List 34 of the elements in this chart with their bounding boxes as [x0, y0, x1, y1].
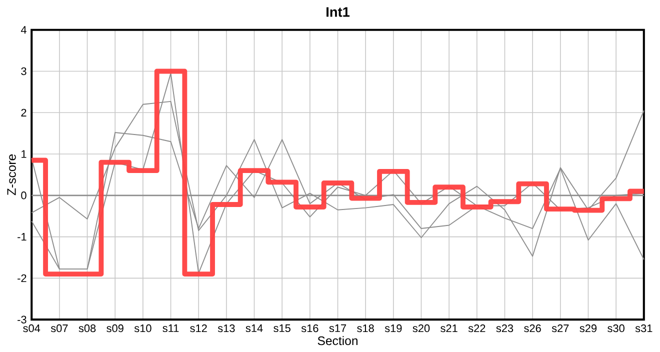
x-tick-label: s04 [23, 324, 40, 332]
x-tick-label: s23 [496, 324, 514, 332]
y-tick-label: 3 [21, 67, 26, 75]
x-tick-label: s31 [635, 324, 652, 332]
x-tick-label: s17 [329, 324, 346, 332]
x-tick-label: s15 [274, 324, 290, 332]
y-tick-label: -2 [18, 274, 26, 282]
y-tick-label: -1 [18, 232, 26, 240]
y-axis-title: Z-score [7, 154, 16, 195]
x-tick-label: s13 [218, 324, 235, 332]
y-tick-label: 4 [20, 26, 26, 34]
x-axis-title: Section [318, 336, 358, 345]
x-tick-label: s22 [468, 324, 486, 332]
y-tick-label: 2 [21, 108, 26, 116]
x-tick-label: s26 [524, 324, 541, 332]
x-tick-label: s11 [162, 324, 179, 332]
x-tick-label: s09 [106, 324, 124, 332]
y-tick-label: 0 [21, 191, 26, 200]
x-tick-label: s18 [357, 324, 374, 332]
x-tick-label: s30 [608, 324, 624, 332]
x-tick-label: s29 [580, 324, 597, 332]
x-tick-label: s16 [301, 324, 318, 332]
y-tick-label: 1 [22, 150, 26, 158]
x-tick-label: s12 [190, 324, 207, 332]
x-tick-label: s10 [134, 324, 152, 332]
x-tick-label: s21 [440, 324, 458, 332]
x-tick-label: s19 [384, 324, 402, 332]
x-tick-label: s20 [412, 324, 430, 332]
chart-title: Int1 [326, 7, 350, 17]
x-tick-label: s27 [552, 324, 569, 332]
x-tick-label: s08 [78, 324, 96, 332]
x-tick-label: s07 [50, 324, 68, 332]
y-tick-label: -3 [18, 316, 26, 324]
x-tick-label: s14 [246, 324, 263, 332]
